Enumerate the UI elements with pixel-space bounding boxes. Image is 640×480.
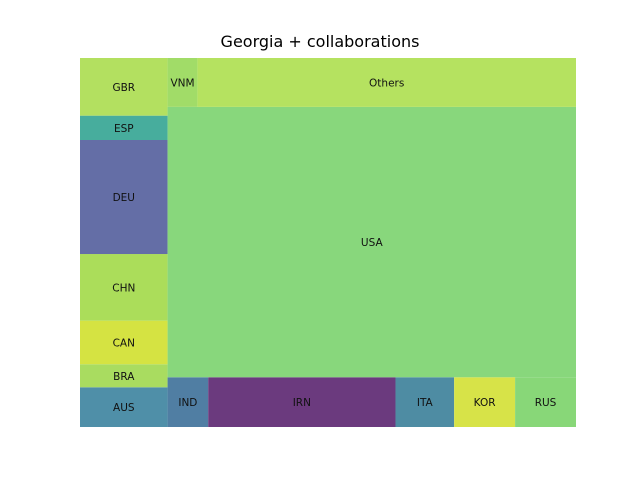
treemap-cell-bra: BRA: [80, 364, 168, 387]
treemap-label-deu: DEU: [113, 192, 135, 204]
treemap-cell-esp: ESP: [80, 116, 168, 140]
treemap-label-irn: IRN: [293, 397, 311, 409]
treemap-cell-chn: CHN: [80, 254, 168, 321]
treemap-cell-gbr: GBR: [80, 58, 168, 116]
treemap-cell-aus: AUS: [80, 387, 168, 427]
treemap-cell-deu: DEU: [80, 140, 168, 254]
treemap-label-chn: CHN: [112, 282, 135, 294]
treemap-label-rus: RUS: [535, 397, 557, 409]
treemap-label-others: Others: [369, 77, 404, 89]
treemap-label-vnm: VNM: [170, 77, 194, 89]
treemap-cell-can: CAN: [80, 321, 168, 365]
treemap-label-usa: USA: [361, 237, 384, 249]
treemap-cell-others: Others: [197, 58, 576, 107]
treemap-label-aus: AUS: [113, 402, 135, 414]
treemap-cell-ita: ITA: [395, 377, 454, 427]
treemap-label-bra: BRA: [113, 371, 135, 383]
treemap-label-can: CAN: [113, 337, 135, 349]
treemap-label-esp: ESP: [114, 123, 134, 135]
treemap-cell-irn: IRN: [208, 377, 395, 427]
treemap-cell-kor: KOR: [454, 377, 515, 427]
treemap-cell-rus: RUS: [515, 377, 576, 427]
treemap-cell-usa: USA: [168, 107, 576, 377]
treemap-label-ita: ITA: [417, 397, 434, 409]
treemap-label-gbr: GBR: [112, 82, 135, 94]
treemap-cell-ind: IND: [168, 377, 209, 427]
treemap-label-ind: IND: [178, 397, 197, 409]
treemap-label-kor: KOR: [474, 397, 496, 409]
treemap-cell-vnm: VNM: [168, 58, 198, 107]
